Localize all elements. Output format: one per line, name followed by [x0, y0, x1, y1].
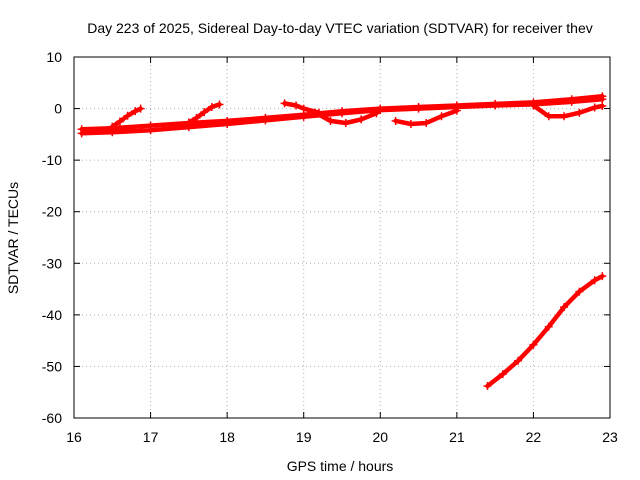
- data-point: [299, 104, 308, 113]
- data-point: [372, 109, 381, 118]
- y-tick-label: -40: [42, 307, 62, 323]
- chart-title: Day 223 of 2025, Sidereal Day-to-day VTE…: [87, 20, 593, 36]
- data-point: [498, 370, 507, 379]
- data-point: [598, 272, 607, 281]
- series-dip-19: [311, 108, 381, 128]
- data-point: [422, 119, 431, 128]
- data-point: [414, 104, 423, 113]
- data-point: [544, 322, 553, 331]
- data-point: [560, 112, 569, 121]
- data-point: [292, 101, 301, 110]
- x-tick-label: 22: [526, 429, 542, 445]
- axis-ticks: 16 17 18 19 20 21 22 23 10 0 -10 -20 -30 -40 -50 -60: [42, 49, 618, 445]
- x-tick-label: 21: [449, 429, 465, 445]
- data-point: [590, 276, 599, 285]
- data-point: [136, 104, 145, 113]
- data-point: [529, 340, 538, 349]
- data-point: [391, 116, 400, 125]
- x-tick-label: 17: [143, 429, 159, 445]
- data-point: [207, 103, 216, 112]
- data-point: [575, 108, 584, 117]
- data-point: [357, 115, 366, 124]
- y-tick-label: 0: [54, 101, 62, 117]
- data-point: [544, 112, 553, 121]
- series-dip-20: [391, 106, 461, 129]
- data-point: [567, 97, 576, 106]
- data-point: [77, 129, 86, 138]
- series-main-band-lower: [77, 95, 607, 138]
- data-point: [280, 99, 289, 108]
- data-point: [590, 103, 599, 112]
- y-tick-label: -60: [42, 410, 62, 426]
- series-arc-18: [184, 100, 224, 127]
- data-point: [483, 382, 492, 391]
- series-descending-segment: [483, 272, 607, 391]
- y-tick-label: -50: [42, 358, 62, 374]
- data-point: [311, 108, 320, 117]
- y-tick-label: 10: [46, 49, 62, 65]
- y-tick-label: -30: [42, 255, 62, 271]
- data-point: [514, 356, 523, 365]
- data-point: [200, 108, 209, 117]
- data-point: [215, 100, 224, 109]
- data-point: [299, 112, 308, 121]
- series-wave-22: [529, 101, 607, 121]
- data-point: [575, 287, 584, 296]
- x-axis-label: GPS time / hours: [287, 458, 394, 474]
- data-point: [261, 116, 270, 125]
- y-tick-label: -10: [42, 152, 62, 168]
- data-point: [491, 101, 500, 110]
- data-point: [184, 118, 193, 127]
- plot-frame: [73, 56, 611, 419]
- data-point: [437, 112, 446, 121]
- series-line: [485, 273, 605, 389]
- data-point: [192, 113, 201, 122]
- data-point: [123, 111, 132, 120]
- x-tick-label: 20: [372, 429, 388, 445]
- data-point: [326, 116, 335, 125]
- data-point: [223, 120, 232, 129]
- data-point: [131, 107, 140, 116]
- x-tick-label: 19: [296, 429, 312, 445]
- data-point: [598, 101, 607, 110]
- x-tick-label: 16: [66, 429, 82, 445]
- data-point: [406, 120, 415, 129]
- x-tick-label: 18: [219, 429, 235, 445]
- data-point: [146, 126, 155, 135]
- y-tick-label: -20: [42, 204, 62, 220]
- data-point: [338, 109, 346, 118]
- data-point: [341, 119, 350, 128]
- series-line: [282, 101, 322, 115]
- data-point: [560, 303, 569, 312]
- series-arc-17: [108, 104, 145, 131]
- data-point: [598, 95, 607, 104]
- series-layer: [77, 92, 607, 391]
- y-axis-label: SDTVAR / TECUs: [5, 182, 21, 294]
- data-point: [115, 117, 124, 126]
- data-point: [529, 101, 538, 110]
- x-tick-label: 23: [602, 429, 618, 445]
- data-point: [452, 106, 461, 115]
- data-point: [108, 122, 117, 131]
